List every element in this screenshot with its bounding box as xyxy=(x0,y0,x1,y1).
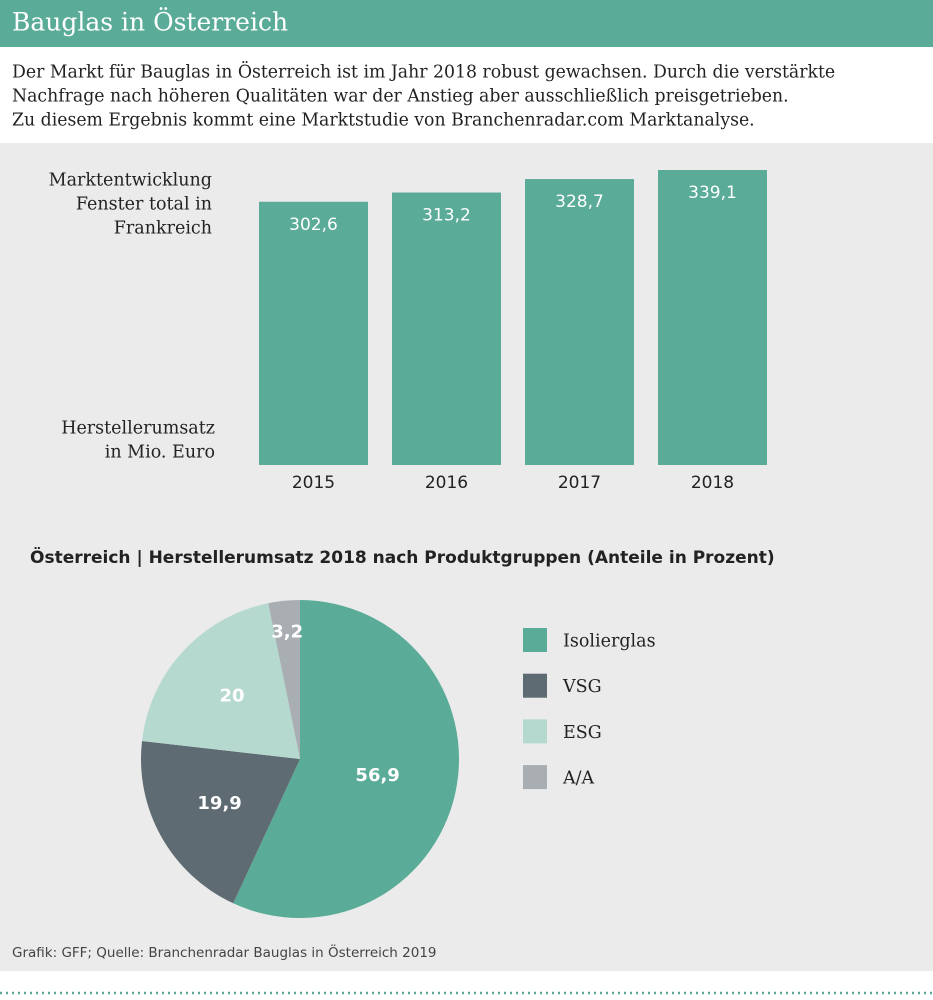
intro-line: Nachfrage nach höheren Qualitäten war de… xyxy=(12,87,789,107)
chart-annotation: Fenster total in xyxy=(76,195,212,215)
value-label: 339,1 xyxy=(688,183,737,203)
x-tick-label: 2018 xyxy=(691,473,734,493)
legend-label: VSG xyxy=(562,677,602,697)
title-bar xyxy=(0,0,933,47)
bar xyxy=(525,179,634,465)
bar xyxy=(392,192,501,465)
legend-label: ESG xyxy=(563,723,602,743)
x-tick-label: 2017 xyxy=(558,473,601,493)
legend-swatch xyxy=(523,673,547,698)
bar xyxy=(259,201,368,465)
intro-line: Zu diesem Ergebnis kommt eine Marktstudi… xyxy=(12,111,755,131)
intro-line: Der Markt für Bauglas in Österreich ist … xyxy=(12,62,835,83)
y-axis-label: in Mio. Euro xyxy=(105,443,215,463)
value-label: 302,6 xyxy=(289,215,338,235)
legend-label: Isolierglas xyxy=(563,632,656,652)
value-label: 313,2 xyxy=(422,206,471,226)
value-label: 20 xyxy=(219,686,244,707)
chart-annotation: Marktentwicklung xyxy=(49,171,212,191)
pie-slice xyxy=(142,603,300,759)
legend-swatch xyxy=(523,765,547,790)
chart-annotation: Frankreich xyxy=(114,219,212,239)
pie-slice xyxy=(268,600,300,759)
footer-source: Grafik: GFF; Quelle: Branchenradar Baugl… xyxy=(12,943,437,961)
pie-slice xyxy=(233,600,459,918)
legend-swatch xyxy=(523,719,547,744)
chart-title: Österreich | Herstellerumsatz 2018 nach … xyxy=(30,546,775,568)
x-tick-label: 2016 xyxy=(425,473,468,493)
page-title: Bauglas in Österreich xyxy=(12,8,288,37)
y-axis-label: Herstellerumsatz xyxy=(61,419,215,439)
x-tick-label: 2015 xyxy=(292,473,335,493)
value-label: 56,9 xyxy=(355,765,399,786)
pie-slice xyxy=(141,741,300,904)
legend-swatch xyxy=(523,628,547,652)
charts: Marktentwicklung Fenster total in Frankrei… xyxy=(30,170,775,918)
bar xyxy=(658,170,767,465)
value-label: 19,9 xyxy=(197,793,241,814)
value-label: 3,2 xyxy=(271,621,303,642)
value-label: 328,7 xyxy=(555,192,604,212)
legend-label: A/A xyxy=(562,769,595,789)
